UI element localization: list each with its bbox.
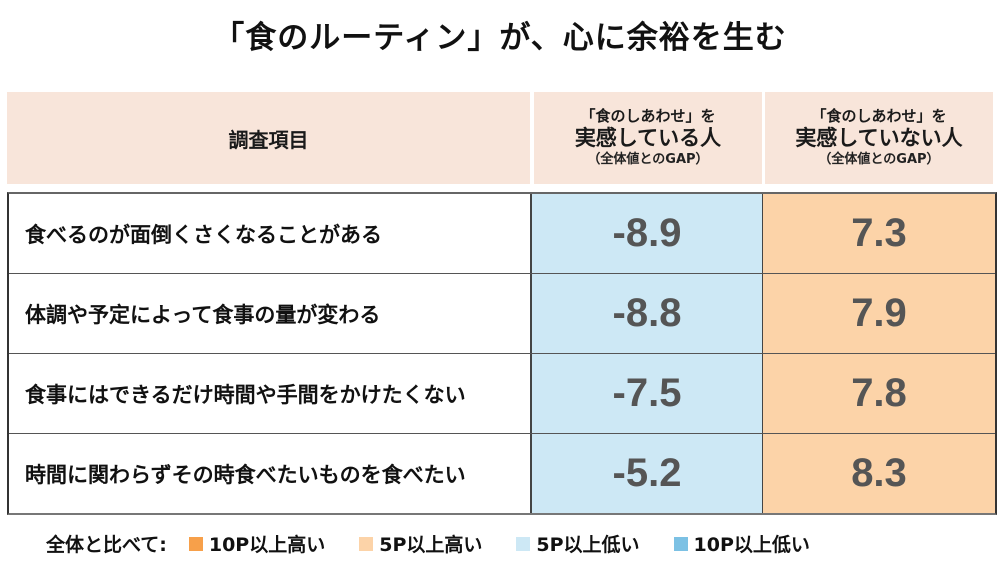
swatch-icon bbox=[673, 536, 688, 551]
row-item: 食事にはできるだけ時間や手間をかけたくない bbox=[9, 354, 532, 433]
gap-not-feeling-value: 7.8 bbox=[763, 354, 995, 433]
gap-feeling-value: -7.5 bbox=[532, 354, 763, 433]
gap-table: 食べるのが面倒くさくなることがある -8.9 7.3 体調や予定によって食事の量… bbox=[7, 192, 997, 515]
legend-item-5p-low: 5P以上低い bbox=[516, 530, 640, 557]
gap-feeling-value: -5.2 bbox=[532, 434, 763, 513]
gap-not-feeling-value: 7.3 bbox=[763, 194, 995, 273]
chart-title: 「食のルーティン」が、心に余裕を生む bbox=[213, 20, 787, 56]
legend-item-label: 10P以上高い bbox=[208, 534, 326, 556]
gap-feeling-value: -8.9 bbox=[532, 194, 763, 273]
legend-item-5p-high: 5P以上高い bbox=[359, 530, 482, 557]
swatch-icon bbox=[516, 536, 531, 551]
swatch-icon bbox=[359, 536, 374, 551]
row-item: 食べるのが面倒くさくなることがある bbox=[9, 194, 532, 273]
gap-not-feeling-value: 7.9 bbox=[763, 274, 995, 353]
gap-not-feeling-value: 8.3 bbox=[763, 434, 995, 513]
table-row: 食事にはできるだけ時間や手間をかけたくない -7.5 7.8 bbox=[9, 354, 995, 434]
legend-item-10p-low: 10P以上低い bbox=[673, 530, 810, 557]
header-g1-line1: 「食のしあわせ」を bbox=[580, 107, 716, 125]
table-row: 食べるのが面倒くさくなることがある -8.9 7.3 bbox=[9, 194, 995, 274]
row-item: 時間に関わらずその時食べたいものを食べたい bbox=[9, 434, 532, 513]
header-g2-line2: 実感していない人 bbox=[795, 126, 963, 150]
swatch-icon bbox=[188, 536, 203, 551]
header-g2-line3: （全体値とのGAP） bbox=[818, 152, 940, 167]
table-row: 時間に関わらずその時食べたいものを食べたい -5.2 8.3 bbox=[9, 434, 995, 513]
legend-item-label: 5P以上高い bbox=[379, 534, 483, 556]
header-group-not-feeling: 「食のしあわせ」を 実感していない人 （全体値とのGAP） bbox=[765, 92, 993, 184]
gap-feeling-value: -8.8 bbox=[532, 274, 763, 353]
header-group-feeling: 「食のしあわせ」を 実感している人 （全体値とのGAP） bbox=[534, 92, 762, 184]
table-row: 体調や予定によって食事の量が変わる -8.8 7.9 bbox=[9, 274, 995, 354]
legend-item-10p-high: 10P以上高い bbox=[188, 530, 326, 557]
header-g2-line1: 「食のしあわせ」を bbox=[811, 107, 947, 125]
legend-item-label: 10P以上低い bbox=[693, 534, 810, 556]
legend-item-label: 5P以上低い bbox=[536, 534, 640, 556]
header-item-column: 調査項目 bbox=[7, 92, 530, 184]
header-g1-line2: 実感している人 bbox=[574, 126, 722, 150]
legend: 全体と比べて: 10P以上高い 5P以上高い 5P以上低い 10P以上低い bbox=[46, 530, 844, 557]
row-item: 体調や予定によって食事の量が変わる bbox=[9, 274, 532, 353]
header-item-label: 調査項目 bbox=[228, 127, 309, 152]
header-g1-line3: （全体値とのGAP） bbox=[587, 152, 709, 167]
legend-label: 全体と比べて: bbox=[46, 534, 167, 556]
